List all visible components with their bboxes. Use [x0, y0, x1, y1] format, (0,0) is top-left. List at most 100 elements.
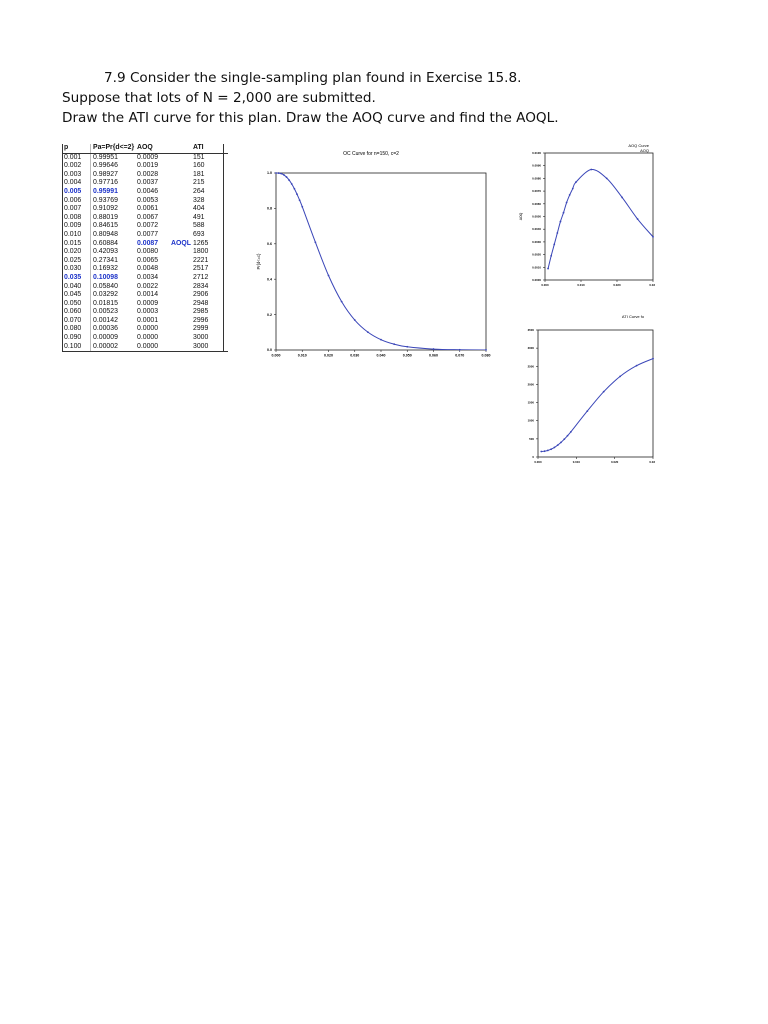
cell-p: 0.050 — [62, 299, 91, 309]
data-point — [566, 434, 569, 437]
cell-note — [171, 291, 193, 300]
data-point — [458, 348, 461, 351]
cell-pa: 0.16932 — [93, 265, 118, 273]
cell-pa: 0.10098 — [93, 273, 118, 281]
x-tick-label: 0.000 — [541, 283, 549, 287]
cell-p: 0.015 — [62, 239, 91, 249]
cell-p: 0.020 — [62, 248, 91, 257]
cell-note — [171, 179, 193, 188]
cell-p: 0.005 — [62, 187, 91, 197]
data-point — [546, 449, 549, 452]
cell-note — [171, 162, 193, 171]
data-point — [298, 199, 301, 202]
table-row: 0.007 0.91092 0.0061 404 — [62, 205, 228, 214]
data-point — [540, 450, 543, 453]
table-row: 0.070 0.00142 0.0001 2996 — [62, 316, 228, 326]
cell-note — [171, 325, 193, 334]
cell-aoq: 0.0028 — [137, 170, 159, 178]
data-point — [553, 446, 556, 449]
table-row: 0.025 0.27341 0.0065 2221 — [62, 256, 228, 266]
cell-pa: 0.98927 — [93, 170, 118, 178]
cell-ati: 693 — [193, 230, 224, 240]
data-point — [327, 274, 330, 277]
data-point — [565, 201, 568, 204]
y-tick-label: 0.0050 — [532, 214, 541, 218]
table-row: 0.009 0.84615 0.0072 588 — [62, 222, 228, 231]
cell-aoq: 0.0014 — [137, 291, 159, 299]
cell-ati: 181 — [193, 170, 224, 180]
cell-pa: 0.01815 — [93, 299, 118, 307]
cell-p: 0.025 — [62, 256, 91, 266]
cell-p: 0.070 — [62, 316, 91, 326]
data-point — [277, 172, 280, 174]
y-tick-label: 2500 — [528, 364, 535, 368]
data-point — [290, 183, 293, 185]
data-point — [636, 218, 639, 220]
plot-frame — [537, 329, 654, 458]
data-point — [556, 232, 559, 234]
cell-ati: 2221 — [193, 256, 224, 266]
data-point — [590, 168, 593, 171]
problem-line-2: Suppose that lots of N = 2,000 are submi… — [62, 90, 376, 106]
y-tick-label: 2000 — [528, 382, 535, 386]
data-point — [652, 235, 654, 238]
data-point — [353, 319, 356, 321]
data-point — [380, 338, 382, 341]
data-point — [571, 187, 574, 190]
cell-aoq: 0.0037 — [137, 179, 159, 187]
y-tick-label: 0.0 — [267, 348, 272, 352]
table-row: 0.004 0.97716 0.0037 215 — [62, 179, 228, 188]
plot-frame — [275, 172, 487, 351]
data-point — [559, 220, 562, 223]
cell-ati: 215 — [193, 179, 224, 188]
x-tick-label: 0.010 — [577, 283, 585, 287]
data-point — [635, 364, 638, 367]
y-tick-label: 0.0020 — [532, 253, 541, 257]
cell-ati: 588 — [193, 222, 224, 231]
cell-pa: 0.27341 — [93, 256, 118, 264]
cell-ati: 328 — [193, 196, 224, 206]
y-tick-label: 1.0 — [267, 171, 272, 175]
cell-note — [171, 317, 193, 326]
cell-ati: 1800 — [193, 248, 224, 257]
cell-note — [171, 334, 193, 343]
problem-line-1: 7.9 Consider the single-sampling plan fo… — [104, 70, 522, 86]
table-row: 0.060 0.00523 0.0003 2985 — [62, 308, 228, 317]
cell-aoq: 0.0087 — [137, 239, 159, 247]
cell-pa: 0.97716 — [93, 179, 118, 187]
problem-line-3: Draw the ATI curve for this plan. Draw t… — [62, 110, 559, 126]
table-row: 0.006 0.93769 0.0053 328 — [62, 196, 228, 206]
y-axis-label: Pr{d<=c} — [256, 253, 261, 270]
x-tick-label: 0.000 — [534, 460, 542, 464]
y-tick-label: 0.0070 — [532, 189, 541, 193]
x-tick-label: 0.060 — [429, 354, 438, 358]
header-aoq: AOQ — [137, 144, 153, 151]
data-point — [275, 172, 277, 174]
data-point — [550, 254, 553, 257]
cell-aoq: 0.0000 — [137, 325, 159, 333]
table-header-row: p Pa=Pr{d<=2} AOQ ATI — [62, 144, 228, 154]
cell-ati: 2999 — [193, 325, 224, 335]
x-tick-label: 0.080 — [482, 354, 491, 358]
cell-pa: 0.00009 — [93, 334, 118, 342]
y-tick-label: 3000 — [528, 346, 535, 350]
cell-aoq: 0.0019 — [137, 162, 159, 170]
cell-p: 0.007 — [62, 205, 91, 214]
cell-ati: 491 — [193, 213, 224, 223]
data-point — [432, 348, 435, 350]
cell-ati: 2985 — [193, 308, 224, 317]
cell-pa: 0.60884 — [93, 239, 118, 247]
data-point — [393, 343, 396, 346]
cell-ati: 264 — [193, 187, 224, 197]
x-tick-label: 0.020 — [611, 460, 619, 464]
y-tick-label: 0.0090 — [532, 164, 541, 168]
cell-pa: 0.93769 — [93, 196, 118, 204]
y-tick-label: 0 — [532, 455, 534, 459]
cell-aoq: 0.0009 — [137, 299, 159, 307]
table-row: 0.020 0.42093 0.0080 1800 — [62, 248, 228, 257]
data-point — [543, 450, 546, 453]
data-point — [574, 181, 577, 184]
y-axis-label: AOQ — [519, 212, 523, 220]
x-tick-label: 0.070 — [455, 354, 464, 358]
cell-p: 0.045 — [62, 291, 91, 300]
